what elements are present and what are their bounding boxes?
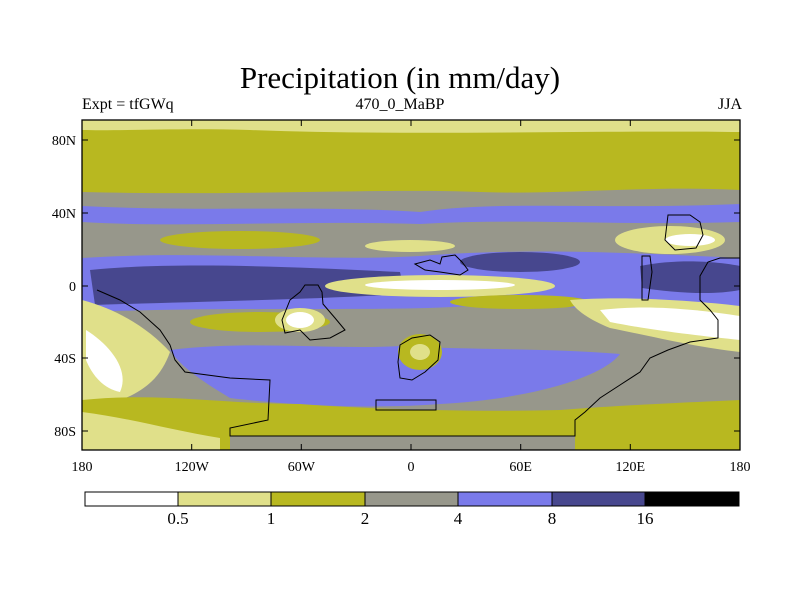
core-central-wet [460,252,580,272]
lon-tick-label: 60E [509,460,532,475]
outline-south-block [281,284,346,341]
patch-south-white [286,312,314,328]
experiment-label: Expt = tfGWq [82,96,174,113]
colorbar-box [270,491,366,507]
streak-equator-white [365,280,515,290]
colorbar-box [644,491,740,507]
patch-subtropic-north [160,231,320,249]
zone-midlat-wet [82,204,740,225]
zone-north-dry [82,120,740,194]
colorbar-box [551,491,646,507]
colorbar-box [457,491,553,507]
lon-tick-label: 120W [175,460,210,475]
zone-south-wet [170,345,620,407]
outline-southern-island [397,334,441,381]
zone-sw-white [86,330,123,392]
continent-outlines [96,214,740,437]
colorbar-label: 2 [361,509,370,528]
lat-tick-label: 40S [54,352,76,367]
zone-south-gray [230,436,575,450]
zone-arctic-pale [82,120,740,133]
patch-east-white [665,234,715,246]
colorbar-label: 16 [637,509,654,528]
outline-ne-island [664,214,704,251]
lat-tick-label: 40N [52,207,76,222]
colorbar-label: 8 [548,509,557,528]
core-east-wet [640,261,740,294]
streak-equator-olive [450,295,590,309]
colorbar-box [84,491,179,507]
colorbar-label: 0.5 [167,509,188,528]
patch-south-central-pale [410,344,430,360]
colorbar-box [364,491,459,507]
lon-tick-label: 120E [616,460,646,475]
lat-tick-label: 0 [69,280,76,295]
plot-title: Precipitation (in mm/day) [239,60,561,95]
period-label: 470_0_MaBP [355,96,445,113]
zone-sw-pale [82,412,220,450]
precipitation-field [82,120,740,450]
outline-equatorial-island [413,254,469,276]
lon-tick-label: 180 [72,460,93,475]
outline-east-strip [641,255,653,301]
outline-small-block [375,399,437,411]
core-west-wet [90,265,405,305]
zone-se-white [600,307,740,340]
season-label: JJA [717,96,742,113]
lon-axis: 180 120W 60W 0 60E 120E 180 [72,120,751,475]
colorbar-box [177,491,272,507]
lat-axis: 80N 40N 0 40S 80S [52,134,740,440]
colorbar: 0.5 1 2 4 8 16 [84,491,740,528]
lon-tick-label: 0 [408,460,415,475]
colorbar-label: 1 [267,509,276,528]
lon-tick-label: 180 [730,460,751,475]
lon-tick-label: 60W [288,460,316,475]
lat-tick-label: 80S [54,425,76,440]
lat-tick-label: 80N [52,134,76,149]
patch-subtropic-pale [365,240,455,252]
colorbar-label: 4 [454,509,463,528]
outline-main-continent [96,257,740,437]
